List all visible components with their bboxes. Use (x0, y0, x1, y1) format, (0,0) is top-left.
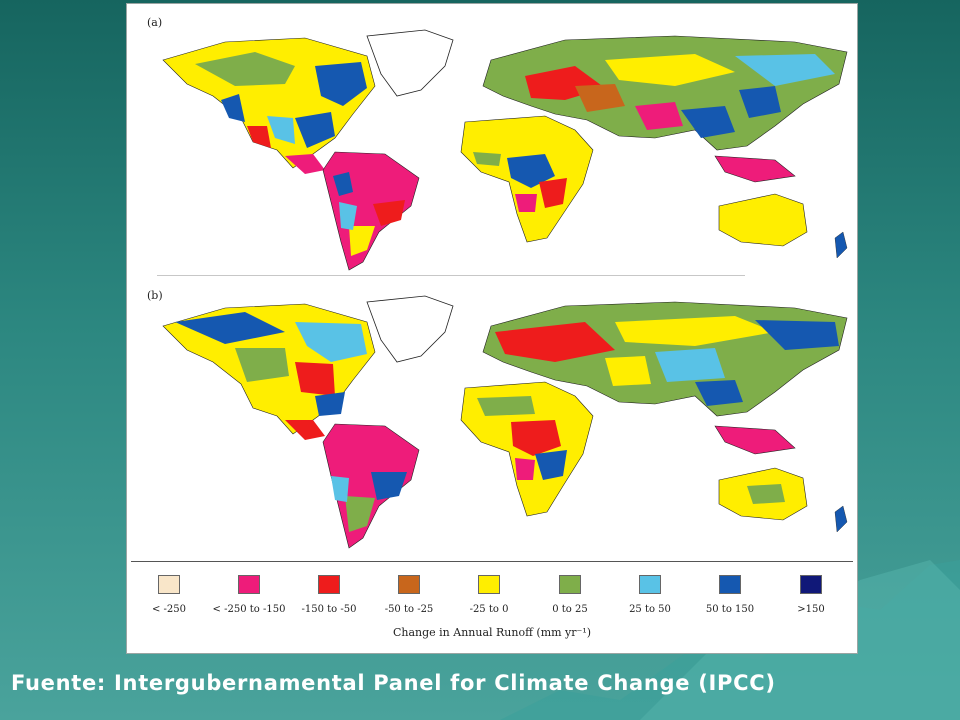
legend-label: 25 to 50 (629, 604, 671, 615)
legend-swatch (398, 575, 420, 594)
north-america (162, 37, 376, 174)
legend-swatch (318, 575, 340, 594)
legend-item: 0 to 25 (528, 570, 612, 615)
legend-label: < -250 (151, 604, 187, 615)
legend-label: -150 to -50 (301, 604, 357, 615)
legend-item: 25 to 50 (608, 570, 692, 615)
greenland (366, 29, 454, 97)
legend-label: 50 to 150 (705, 604, 755, 615)
map-panel-a (162, 29, 848, 271)
africa (460, 115, 594, 243)
source-caption: Fuente: Intergubernamental Panel for Cli… (11, 671, 776, 695)
legend-item: -25 to 0 (447, 570, 531, 615)
runoff-map-figure: (a) (126, 3, 858, 654)
australia (718, 467, 848, 533)
legend-item: < -250 to -150 (207, 570, 291, 615)
legend-swatch (158, 575, 180, 594)
legend-item: 50 to 150 (688, 570, 772, 615)
legend-item: < -250 (127, 570, 211, 615)
south-america (322, 423, 420, 549)
africa (460, 381, 594, 517)
legend-separator (131, 561, 853, 562)
south-america (322, 151, 420, 271)
panel-divider (157, 275, 745, 276)
legend-label: >150 (797, 604, 825, 615)
legend-swatch (719, 575, 741, 594)
panel-b-label: (b) (147, 289, 163, 302)
legend: < -250 < -250 to -150 -150 to -50 -50 to… (127, 570, 857, 652)
panel-a-label: (a) (147, 16, 163, 29)
legend-swatch (639, 575, 661, 594)
north-america (162, 303, 376, 440)
europe-asia (482, 301, 848, 455)
europe-asia (482, 35, 848, 183)
legend-item: -50 to -25 (367, 570, 451, 615)
map-panel-b (162, 295, 848, 549)
legend-label: -25 to 0 (469, 604, 509, 615)
legend-label: 0 to 25 (552, 604, 588, 615)
legend-item: >150 (769, 570, 853, 615)
legend-swatch (478, 575, 500, 594)
legend-swatch (559, 575, 581, 594)
australia (718, 193, 848, 259)
legend-title: Change in Annual Runoff (mm yr⁻¹) (392, 626, 592, 639)
legend-label: < -250 to -150 (212, 604, 286, 615)
legend-item: -150 to -50 (287, 570, 371, 615)
legend-swatch (800, 575, 822, 594)
legend-swatch (238, 575, 260, 594)
legend-label: -50 to -25 (384, 604, 434, 615)
greenland (366, 295, 454, 363)
